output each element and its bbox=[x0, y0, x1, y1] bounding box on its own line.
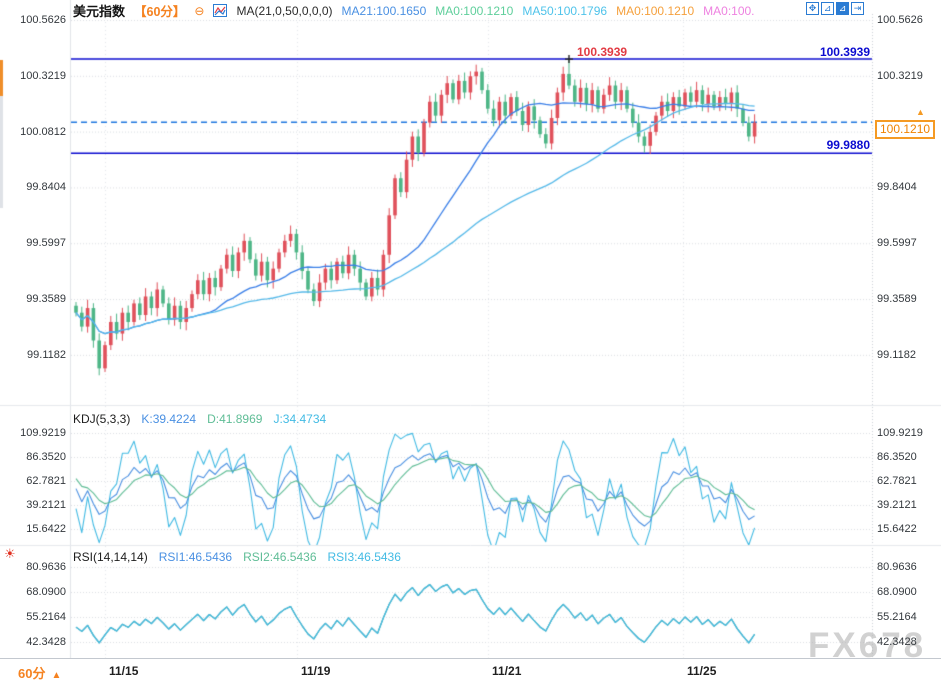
move-icon[interactable]: ✥ bbox=[806, 2, 819, 15]
y-axis-label: 99.1182 bbox=[27, 348, 66, 361]
y-axis-label: 99.8404 bbox=[877, 181, 917, 194]
x-axis-label: 11/19 bbox=[301, 664, 331, 678]
chart-scale-icon[interactable]: ⊿ bbox=[836, 2, 849, 15]
interval-selector[interactable]: 60分 ▲ bbox=[18, 663, 61, 682]
ma0-value-3: MA0:100. bbox=[703, 3, 755, 18]
y-axis-label: 68.0900 bbox=[877, 586, 917, 598]
y-axis-label: 42.3428 bbox=[877, 636, 917, 648]
kdj-label: KDJ(5,3,3) bbox=[73, 412, 131, 426]
y-axis-label: 39.2121 bbox=[877, 499, 917, 511]
ma-settings-label: MA(21,0,50,0,0,0) bbox=[236, 3, 333, 18]
rsi1-value: RSI1:46.5436 bbox=[158, 550, 233, 564]
rsi-label: RSI(14,14,14) bbox=[73, 550, 148, 564]
y-axis-label: 99.5997 bbox=[26, 237, 66, 250]
support-label: 99.9880 bbox=[826, 138, 870, 152]
y-axis-label: 42.3428 bbox=[26, 636, 66, 648]
ma21-value: MA21:100.1650 bbox=[341, 3, 427, 18]
y-axis-label: 109.9219 bbox=[877, 427, 923, 439]
y-axis-label: 86.3520 bbox=[877, 451, 917, 463]
kdj-header: KDJ(5,3,3) K:39.4224 D:41.8969 J:34.4734 bbox=[73, 412, 326, 426]
triangle-up-icon: ▲ bbox=[916, 107, 925, 117]
symbol-title: 美元指数 bbox=[73, 4, 126, 19]
y-axis-label: 15.6422 bbox=[26, 523, 66, 535]
y-axis-label: 15.6422 bbox=[877, 523, 917, 535]
y-axis-label: 100.5626 bbox=[20, 14, 66, 26]
y-axis-label: 99.1182 bbox=[877, 348, 916, 361]
x-axis-bar: 60分 ▲ 11/15 11/19 11/21 11/25 bbox=[0, 658, 941, 683]
y-axis-label: 39.2121 bbox=[26, 499, 66, 511]
y-axis-label: 99.3589 bbox=[877, 293, 917, 306]
rsi-header: RSI(14,14,14) RSI1:46.5436 RSI2:46.5436 … bbox=[73, 550, 401, 564]
resistance-label: 100.3939 bbox=[819, 45, 870, 59]
high-price-label: 100.3939 bbox=[577, 45, 628, 59]
x-axis-label: 11/15 bbox=[109, 664, 139, 678]
y-axis-label: 99.3589 bbox=[26, 293, 66, 306]
chart-header: 美元指数 【60分】 ⊖ MA(21,0,50,0,0,0) MA21:100.… bbox=[73, 1, 755, 20]
interval-tag: 【60分】 bbox=[134, 5, 186, 19]
pan-right-icon[interactable]: ⇥ bbox=[851, 2, 864, 15]
kdj-k-value: K:39.4224 bbox=[141, 412, 197, 426]
ma50-value: MA50:100.1796 bbox=[522, 3, 608, 18]
y-axis-label: 80.9636 bbox=[26, 561, 66, 573]
y-axis-label: 55.2164 bbox=[877, 611, 917, 623]
y-axis-label: 62.7821 bbox=[26, 475, 66, 487]
y-axis-label: 109.9219 bbox=[20, 427, 66, 439]
current-price-badge: 100.1210 bbox=[875, 120, 936, 139]
sun-icon: ☀ bbox=[4, 546, 16, 561]
y-axis-label: 100.3219 bbox=[20, 69, 66, 82]
y-axis-label: 100.5626 bbox=[877, 14, 923, 26]
chart-toolbar: ✥ ⊿ ⊿ ⇥ bbox=[806, 2, 864, 15]
y-axis-label: 55.2164 bbox=[26, 611, 66, 623]
kdj-d-value: D:41.8969 bbox=[207, 412, 263, 426]
y-axis-label: 68.0900 bbox=[26, 586, 66, 598]
y-axis-label: 80.9636 bbox=[877, 561, 917, 573]
y-axis-label: 99.8404 bbox=[26, 181, 66, 194]
kdj-j-value: J:34.4734 bbox=[273, 412, 327, 426]
ma0-value-2: MA0:100.1210 bbox=[616, 3, 695, 18]
y-axis-label: 99.5997 bbox=[877, 237, 917, 250]
y-axis-label: 100.3219 bbox=[877, 69, 923, 82]
y-axis-label: 86.3520 bbox=[26, 451, 66, 463]
y-axis-label: 100.0812 bbox=[20, 125, 66, 138]
y-axis-label: 62.7821 bbox=[877, 475, 917, 487]
x-axis-label: 11/25 bbox=[687, 664, 717, 678]
interval-label: 60分 bbox=[18, 666, 46, 681]
rsi3-value: RSI3:46.5436 bbox=[327, 550, 401, 564]
candlestick-chart-icon[interactable] bbox=[213, 4, 228, 17]
collapse-icon[interactable]: ⊖ bbox=[194, 3, 205, 18]
axis-scale-icon[interactable]: ⊿ bbox=[821, 2, 834, 15]
triangle-up-icon: ▲ bbox=[51, 670, 62, 681]
ma0-value-1: MA0:100.1210 bbox=[435, 3, 514, 18]
rsi2-value: RSI2:46.5436 bbox=[243, 550, 317, 564]
x-axis-label: 11/21 bbox=[492, 664, 522, 678]
